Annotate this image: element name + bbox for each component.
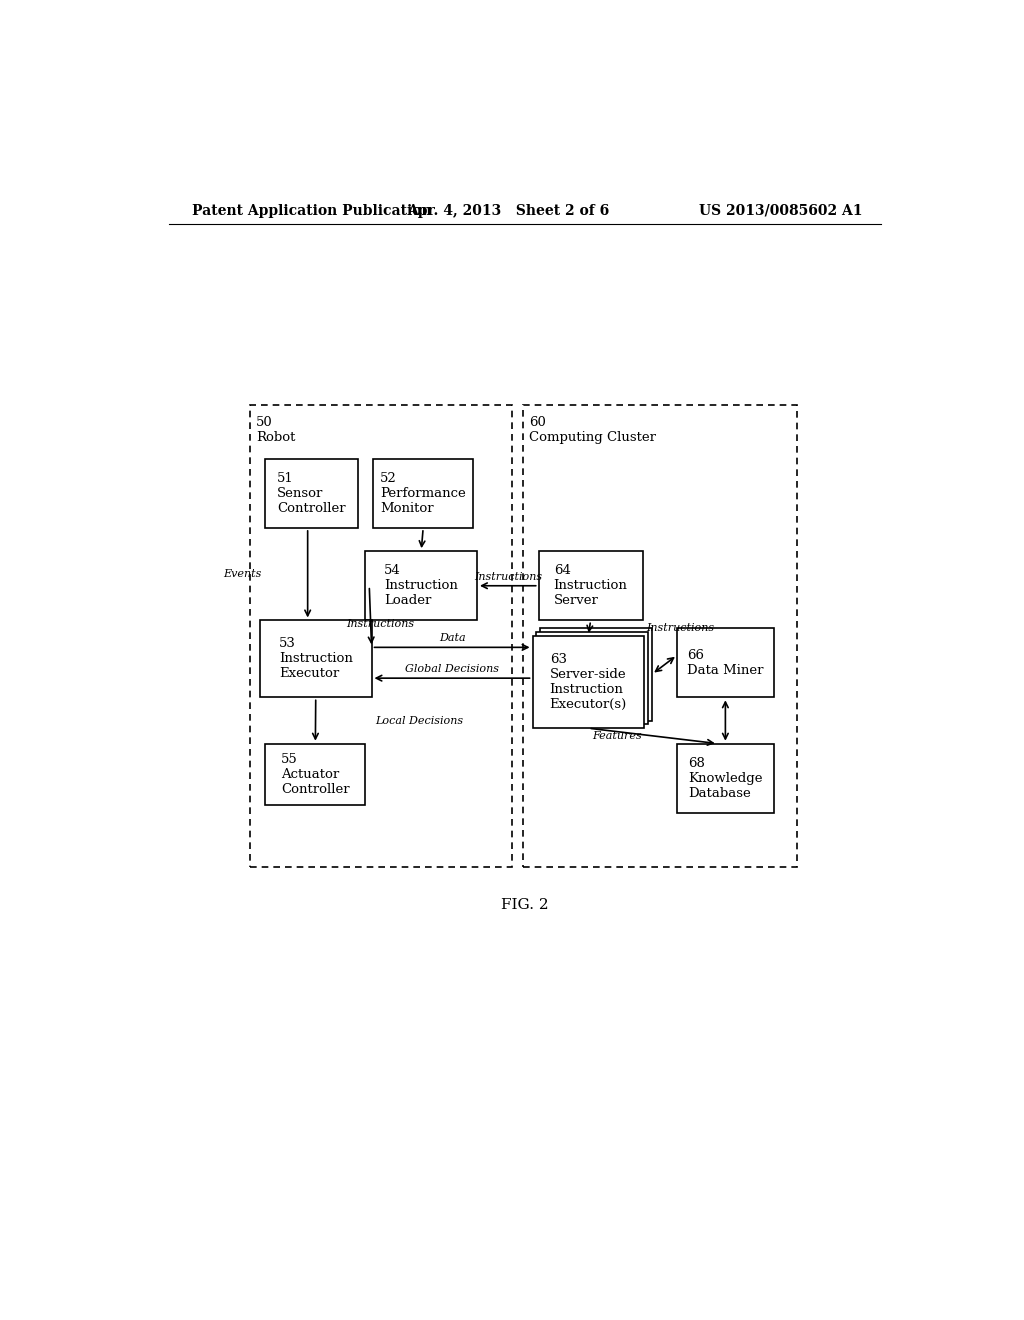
Text: Features: Features bbox=[592, 731, 641, 741]
Text: 66
Data Miner: 66 Data Miner bbox=[687, 648, 764, 677]
Text: Apr. 4, 2013   Sheet 2 of 6: Apr. 4, 2013 Sheet 2 of 6 bbox=[407, 203, 609, 218]
Bar bbox=[532, 636, 644, 729]
Text: Data: Data bbox=[438, 634, 465, 643]
Text: Local Decisions: Local Decisions bbox=[376, 715, 464, 726]
Bar bbox=[539, 552, 643, 620]
Text: 64
Instruction
Server: 64 Instruction Server bbox=[554, 564, 628, 607]
Bar bbox=[250, 405, 512, 867]
Text: 53
Instruction
Executor: 53 Instruction Executor bbox=[279, 638, 352, 680]
Text: Global Decisions: Global Decisions bbox=[406, 664, 499, 675]
Text: Events: Events bbox=[223, 569, 261, 579]
Text: 55
Actuator
Controller: 55 Actuator Controller bbox=[281, 752, 349, 796]
Text: 68
Knowledge
Database: 68 Knowledge Database bbox=[688, 756, 763, 800]
Text: FIG. 2: FIG. 2 bbox=[501, 899, 549, 912]
Text: Instructions: Instructions bbox=[346, 619, 414, 630]
Bar bbox=[523, 405, 797, 867]
Text: Instructions: Instructions bbox=[474, 572, 542, 582]
Bar bbox=[265, 743, 366, 805]
Text: 51
Sensor
Controller: 51 Sensor Controller bbox=[278, 471, 346, 515]
Bar bbox=[260, 620, 372, 697]
Bar bbox=[537, 632, 648, 725]
Bar bbox=[373, 459, 473, 528]
Bar bbox=[265, 459, 357, 528]
Text: 52
Performance
Monitor: 52 Performance Monitor bbox=[380, 471, 466, 515]
Text: 63
Server-side
Instruction
Executor(s): 63 Server-side Instruction Executor(s) bbox=[550, 653, 627, 711]
Bar bbox=[677, 743, 773, 813]
Text: 50
Robot: 50 Robot bbox=[256, 416, 296, 444]
Text: US 2013/0085602 A1: US 2013/0085602 A1 bbox=[698, 203, 862, 218]
Text: Patent Application Publication: Patent Application Publication bbox=[193, 203, 432, 218]
Text: 54
Instruction
Loader: 54 Instruction Loader bbox=[384, 564, 458, 607]
Text: Instructions: Instructions bbox=[646, 623, 715, 634]
Bar bbox=[366, 552, 477, 620]
Bar bbox=[541, 628, 652, 721]
Text: 60
Computing Cluster: 60 Computing Cluster bbox=[529, 416, 656, 444]
Bar bbox=[677, 628, 773, 697]
